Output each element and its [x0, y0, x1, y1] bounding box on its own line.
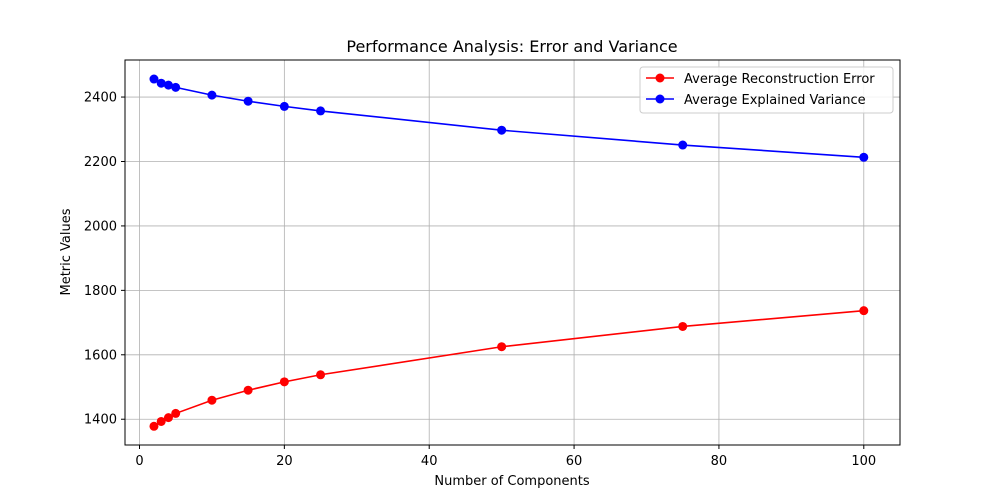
y-tick-label: 1600	[84, 348, 117, 363]
series-1-point	[243, 96, 253, 106]
series-1-point	[163, 80, 173, 90]
y-axis-label: Metric Values	[59, 208, 74, 295]
series-1-point	[149, 74, 159, 84]
grid-lines	[125, 60, 900, 445]
x-tick-label: 40	[421, 454, 438, 469]
series-0-point	[207, 395, 217, 405]
series-0-point	[156, 416, 166, 426]
legend: Average Reconstruction Error Average Exp…	[639, 66, 894, 114]
series-1-point	[156, 78, 166, 88]
series-line-0	[153, 309, 864, 427]
y-tick-label: 2400	[84, 91, 117, 106]
series-1-point	[678, 140, 688, 150]
series-1-point	[859, 152, 869, 162]
legend-label-variance: Average Explained Variance	[684, 93, 866, 108]
x-tick-label: 100	[851, 454, 876, 469]
chart-title: Performance Analysis: Error and Variance	[346, 37, 677, 56]
series-0-point	[163, 413, 173, 423]
series-0-point	[171, 408, 181, 418]
y-tick-label: 2000	[84, 219, 117, 234]
series-layer	[149, 74, 869, 431]
legend-label-error: Average Reconstruction Error	[684, 72, 875, 87]
x-tick-label: 20	[276, 454, 293, 469]
x-tick-label: 80	[711, 454, 728, 469]
series-1-point	[207, 90, 217, 100]
series-1-point	[171, 82, 181, 92]
axis-ticks: 0 20 40 60 80 100 1400 1600 1800 2000 2200 2400	[84, 91, 876, 469]
legend-box	[639, 66, 894, 114]
y-tick-label: 1800	[84, 284, 117, 299]
series-1-point	[497, 125, 507, 135]
series-1-point	[279, 101, 289, 111]
plot-frame	[124, 59, 901, 446]
series-0-point	[316, 370, 326, 380]
legend-marker-error	[655, 73, 665, 83]
series-0-point	[149, 421, 159, 431]
x-axis-label: Number of Components	[434, 474, 589, 489]
series-0-point	[678, 321, 688, 331]
series-0-point	[279, 377, 289, 387]
y-tick-label: 2200	[84, 155, 117, 170]
series-0-point	[859, 306, 869, 316]
series-0-point	[243, 385, 253, 395]
x-tick-label: 60	[566, 454, 583, 469]
y-tick-label: 1400	[84, 413, 117, 428]
series-1-point	[316, 106, 326, 116]
legend-marker-variance	[655, 94, 665, 104]
x-tick-label: 0	[135, 454, 143, 469]
series-0-point	[497, 342, 507, 352]
